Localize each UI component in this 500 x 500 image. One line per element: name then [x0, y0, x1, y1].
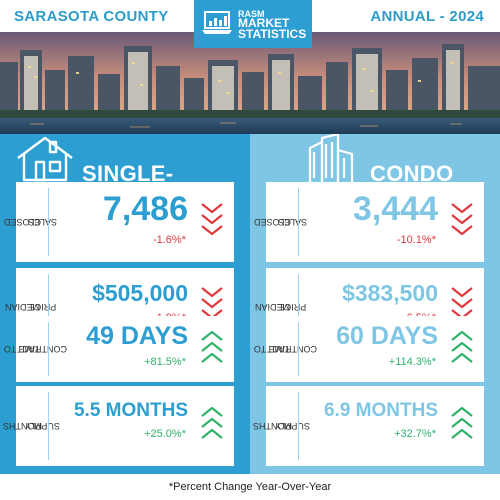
metric-value: 5.5 MONTHS: [73, 400, 188, 421]
card-divider: [48, 188, 49, 256]
card-divider: [298, 274, 299, 340]
metric-value: 3,444: [352, 190, 438, 228]
logo-line-3: STATISTICS: [238, 27, 307, 41]
increase-arrow-icon: [201, 330, 223, 363]
metric-change: +81.5%*: [144, 356, 186, 368]
card-divider: [298, 188, 299, 256]
decrease-arrow-icon: [451, 203, 473, 236]
metric-value: 49 DAYS: [86, 322, 188, 350]
card-divider: [48, 392, 49, 460]
region-title: SARASOTA COUNTY: [14, 8, 169, 25]
condo-months-supply-card: MONTHS SUPPLY 6.9 MONTHS +32.7%*: [252, 386, 484, 466]
condo-closed-sales-card: CLOSED SALES 3,444 -10.1%*: [253, 182, 484, 262]
metric-change: +25.0%*: [144, 428, 186, 440]
condo-title: CONDO: [370, 161, 454, 186]
metric-label: MONTHS SUPPLY: [252, 421, 310, 431]
metric-value: 6.9 MONTHS: [323, 400, 438, 421]
metric-change: -10.1%*: [396, 234, 436, 246]
logo-line-2: MARKET: [238, 16, 290, 30]
period-title: ANNUAL - 2024: [370, 8, 484, 25]
metric-value: 7,486: [102, 190, 188, 228]
single-family-months-supply-card: MONTHS SUPPLY 5.5 MONTHS +25.0%*: [2, 386, 234, 466]
card-divider: [298, 322, 299, 376]
metric-label: TIME TO CONTRACT: [253, 344, 317, 354]
metric-value: $383,500: [342, 280, 438, 306]
increase-arrow-icon: [451, 406, 473, 439]
condo-time-to-contract-card: TIME TO CONTRACT 60 DAYS +114.3%*: [253, 316, 484, 382]
increase-arrow-icon: [201, 406, 223, 439]
card-divider: [298, 392, 299, 460]
single-family-closed-sales-card: CLOSED SALES 7,486 -1.6%*: [3, 182, 234, 262]
metric-value: 60 DAYS: [336, 322, 438, 350]
rasm-logo: RASM MARKET STATISTICS: [194, 0, 312, 48]
metric-label: CLOSED SALES: [3, 217, 57, 227]
metric-change: -1.6%*: [152, 234, 186, 246]
card-divider: [48, 322, 49, 376]
single-family-time-to-contract-card: TIME TO CONTRACT 49 DAYS +81.5%*: [3, 316, 234, 382]
metric-label: MONTHS SUPPLY: [2, 421, 60, 431]
metric-label: TIME TO CONTRACT: [3, 344, 67, 354]
metric-change: +32.7%*: [394, 428, 436, 440]
skyline-photo: [0, 32, 500, 134]
card-divider: [48, 274, 49, 340]
laptop-chart-icon: [202, 11, 232, 34]
metric-change: +114.3%*: [388, 356, 436, 368]
logo-line-1: RASM: [238, 9, 265, 19]
footnote: *Percent Change Year-Over-Year: [168, 481, 332, 493]
building-icon: [308, 134, 354, 182]
decrease-arrow-icon: [201, 203, 223, 236]
house-icon: [17, 136, 73, 182]
increase-arrow-icon: [451, 330, 473, 363]
metric-value: $505,000: [92, 280, 188, 306]
metric-label: CLOSED SALES: [253, 217, 307, 227]
condo-panel: CONDO CLOSED SALES 3,444 -10.1%* MEDIAN PR…: [250, 134, 500, 474]
